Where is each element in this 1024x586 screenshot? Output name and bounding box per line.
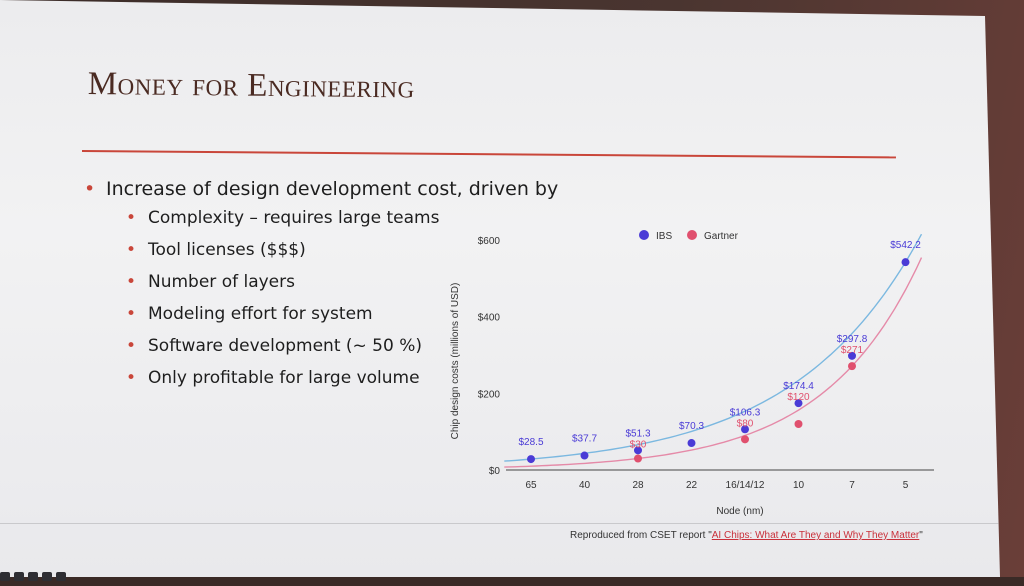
slide: Money for Engineering • Increase of desi… [0,0,1000,577]
data-point-gartner [848,362,856,371]
x-tick-label: 65 [525,480,537,491]
sub-bullet-text: Modeling effort for system [148,304,373,324]
x-tick-label: 22 [686,480,698,491]
x-tick-label: 40 [579,480,591,491]
x-tick-label: 10 [793,480,805,491]
data-label-gartner: $30 [630,439,647,450]
bullet-dot: • [126,272,137,292]
data-point-ibs [848,351,856,360]
y-tick-label: $200 [478,389,501,400]
y-tick-label: $0 [489,466,501,477]
bullet-dot: • [126,368,137,388]
cost-chart: $0 $200 $400 $600 65 40 28 22 16/14/12 10 7 5 Node (… [450,230,934,517]
sub-bullet: • Only profitable for large volume [126,368,558,400]
legend-marker-ibs [639,230,649,240]
taskbar-icons [0,568,100,581]
data-label-ibs: $70.3 [679,421,704,432]
source-link[interactable]: AI Chips: What Are They and Why They Mat… [711,530,920,541]
data-label-ibs: $28.5 [518,437,543,448]
legend-label-gartner: Gartner [704,231,739,242]
data-label-ibs: $37.7 [572,434,597,445]
bullet-main-text: Increase of design development cost, dri… [106,178,559,200]
data-label-gartner: $80 [737,418,754,429]
bullet-dot: • [84,178,96,200]
data-point-ibs [794,399,803,408]
data-point-gartner [634,454,642,463]
legend-marker-gartner [687,230,697,240]
data-label-ibs: $297.8 [837,334,868,345]
footer-prefix: Reproduced from CSET report " [570,530,712,541]
x-tick-label: 7 [849,480,855,491]
data-label-gartner: $271 [841,345,864,356]
sub-bullet: • Modeling effort for system [126,304,558,336]
sub-bullet: • Software development (~ 50 %) [126,336,558,368]
trend-line-gartner [504,257,923,468]
sub-bullet-text: Tool licenses ($$$) [148,240,306,260]
y-axis-title: Chip design costs (millions of USD) [450,283,461,440]
x-axis-title: Node (nm) [716,506,763,517]
x-tick-label: 16/14/12 [726,480,765,491]
data-point-ibs [580,451,589,460]
title-divider [81,150,896,159]
sub-bullet-text: Only profitable for large volume [148,368,420,388]
footer-divider [0,523,1000,524]
slide-title: Money for Engineering [87,66,415,106]
data-point-ibs [741,425,749,434]
legend-label-ibs: IBS [656,231,672,242]
footer-suffix: " [919,530,923,541]
data-point-gartner [794,420,803,428]
data-point-ibs [527,455,535,464]
x-tick-label: 28 [632,480,644,491]
data-label-ibs: $174.4 [783,381,814,392]
bullet-dot: • [126,240,137,260]
trend-line-ibs [504,233,923,462]
data-label-ibs: $51.3 [625,428,650,439]
y-tick-label: $400 [478,313,501,324]
bullet-dot: • [126,336,137,356]
y-tick-label: $600 [478,236,501,247]
sub-bullet-text: Number of layers [148,272,295,292]
sub-bullet: • Tool licenses ($$$) [126,240,558,272]
sub-bullet: • Number of layers [126,272,558,304]
source-credit: Reproduced from CSET report "AI Chips: W… [570,530,923,541]
bullet-list: • Increase of design development cost, d… [84,178,558,400]
sub-bullet-text: Software development (~ 50 %) [148,336,422,356]
sub-bullet-text: Complexity – requires large teams [148,208,440,228]
data-label-gartner: $120 [787,392,810,403]
data-point-ibs [634,446,642,455]
sub-bullet: • Complexity – requires large teams [126,208,558,240]
data-label-ibs: $106.3 [730,407,761,418]
bullet-dot: • [126,304,137,324]
bullet-main: • Increase of design development cost, d… [84,178,558,200]
data-point-ibs [687,439,696,448]
x-tick-label: 5 [903,480,909,491]
data-point-gartner [741,435,749,444]
bullet-dot: • [126,208,137,228]
data-label-ibs: $542.2 [890,240,921,251]
data-point-ibs [901,258,910,267]
